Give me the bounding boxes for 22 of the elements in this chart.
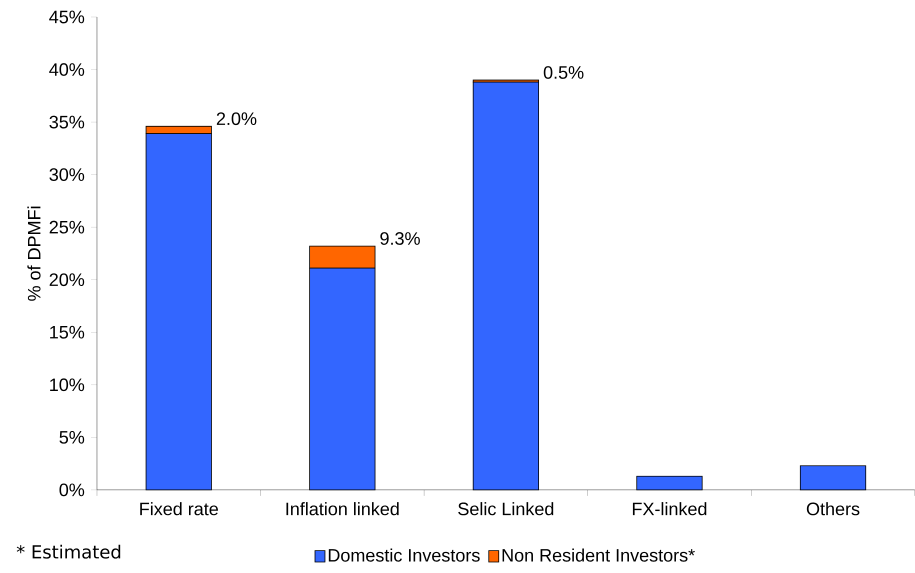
y-tick-label: 5%	[60, 431, 84, 444]
annotation: 9.3%	[380, 232, 420, 245]
y-tick-label: 20%	[50, 273, 84, 286]
x-tick-label: FX-linked	[632, 502, 706, 516]
x-tick-label: Inflation linked	[286, 502, 399, 516]
y-tick-label: 35%	[49, 116, 84, 129]
x-tick-label: Selic Linked	[458, 502, 554, 516]
x-tick-label: Others	[806, 502, 860, 516]
y-tick-label: 30%	[49, 168, 84, 182]
legend-label: Domestic Investors	[328, 548, 480, 562]
legend-label: Non Resident Investors*	[502, 548, 695, 562]
annotation: 2.0%	[216, 112, 256, 126]
y-axis-title: % of DPMFi	[27, 206, 41, 301]
y-tick-label: 45%	[49, 10, 84, 24]
y-tick-label: 25%	[50, 220, 84, 234]
y-tick-label: 0%	[59, 484, 84, 496]
y-tick-label: 15%	[50, 326, 84, 339]
y-tick-label: 40%	[49, 63, 84, 76]
y-tick-label: 10%	[50, 378, 84, 392]
x-tick-label: Fixed rate	[140, 502, 218, 516]
annotation: 0.5%	[544, 66, 584, 79]
text: * Estimated	[16, 544, 120, 559]
